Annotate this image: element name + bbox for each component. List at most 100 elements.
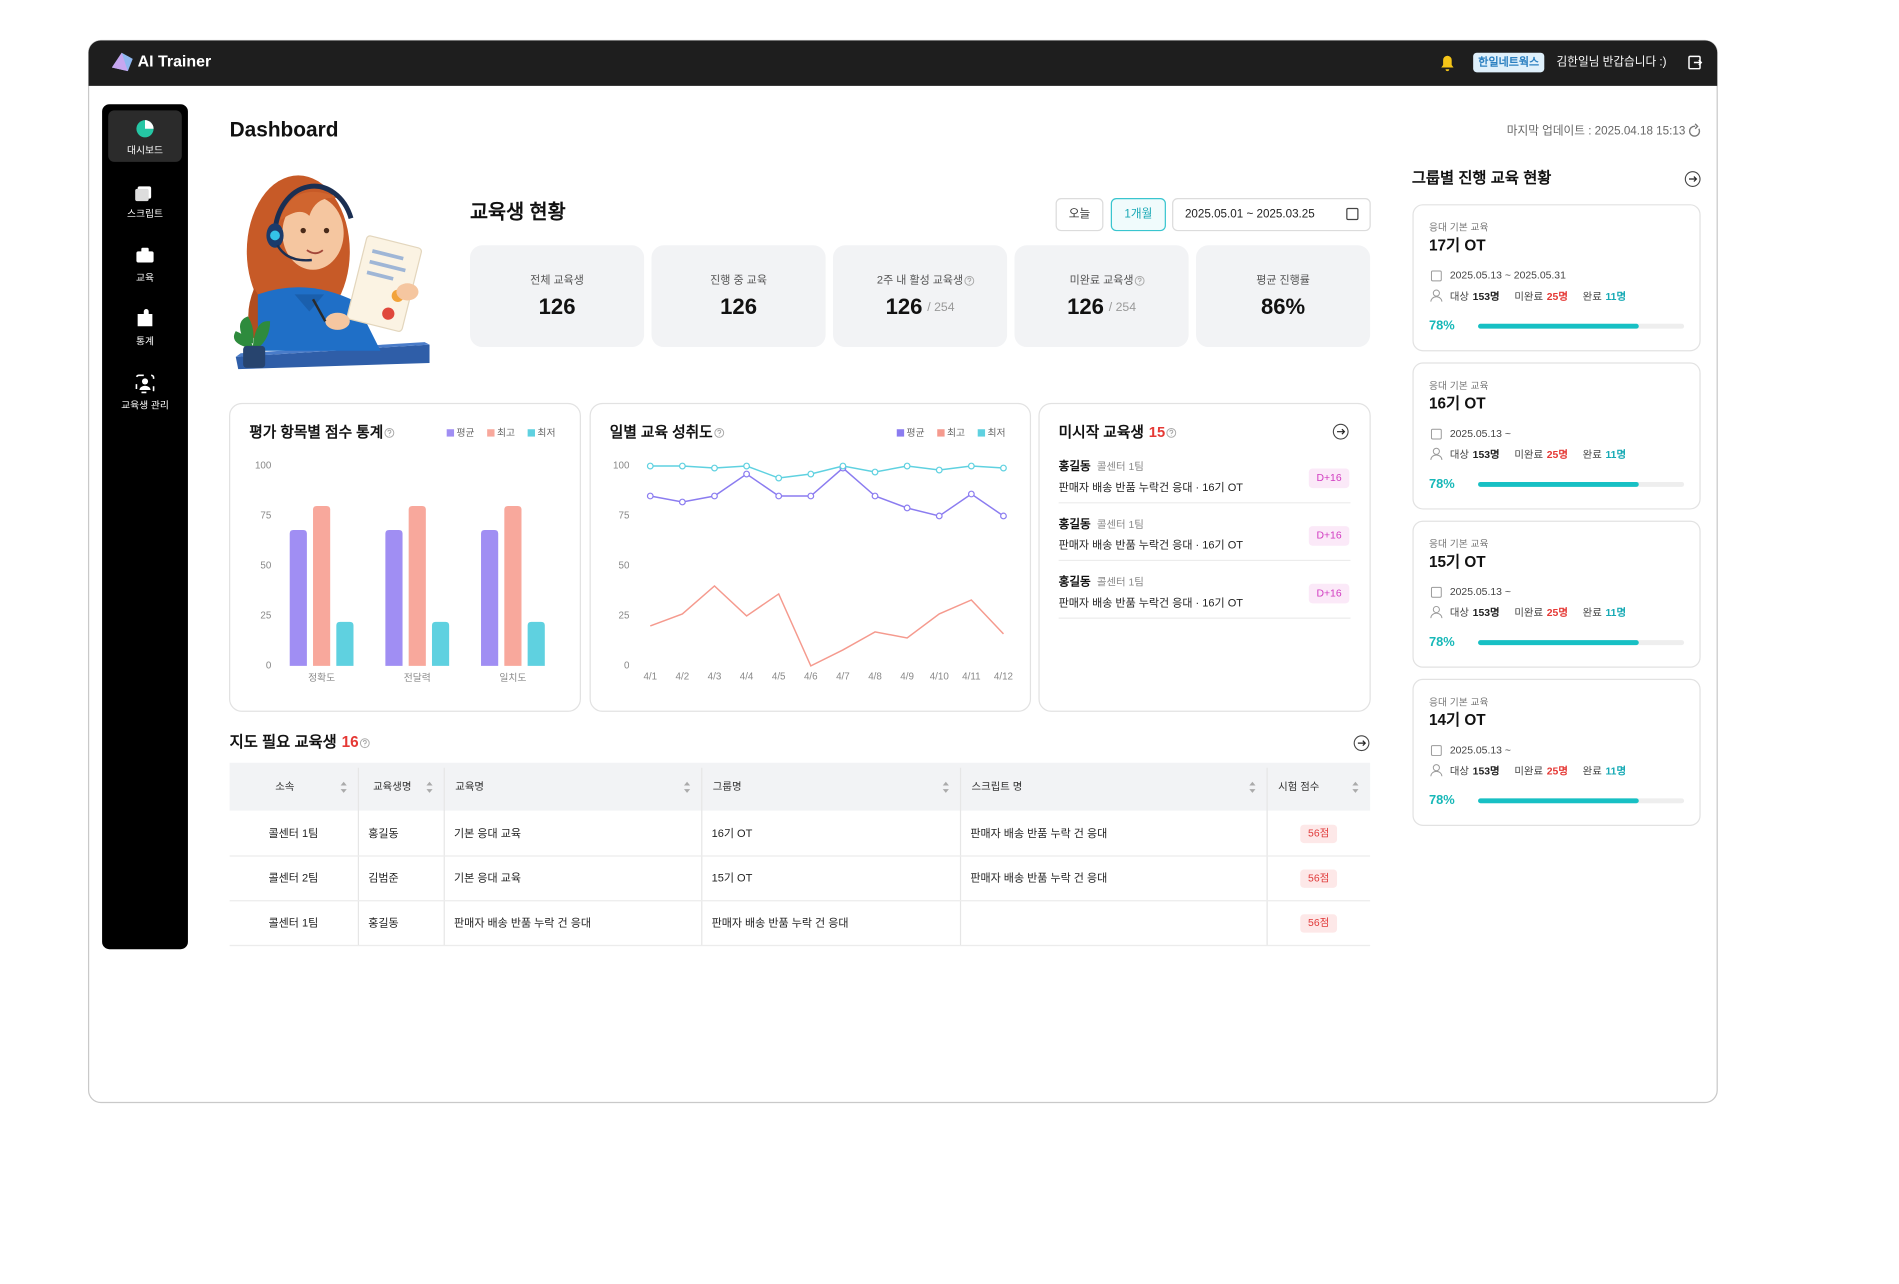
- group-name: 17기 OT: [1429, 238, 1486, 255]
- student-desc: 판매자 배송 반품 누락건 응대 · 16기 OT: [1059, 596, 1244, 609]
- group-stats: 대상 153명 미완료 25명 완료 11명: [1450, 606, 1626, 619]
- person-icon: [1430, 296, 1443, 302]
- stat-card: [1195, 245, 1371, 348]
- stat-total: / 254: [1109, 300, 1136, 314]
- line-point: [903, 462, 911, 470]
- student-team: 콜센터 1팀: [1097, 519, 1144, 531]
- arrow-icon: [1688, 176, 1698, 182]
- cell: 홍길동: [368, 826, 398, 840]
- group-card: [1412, 362, 1701, 510]
- stat-label: 완료: [1583, 448, 1603, 461]
- cell: 기본 응대 교육: [454, 872, 521, 885]
- page-title: Dashboard: [230, 119, 339, 142]
- stat-value: 153명: [1473, 606, 1500, 619]
- filter-button[interactable]: [1055, 198, 1104, 232]
- stat-number: 126: [539, 294, 576, 319]
- bar: [527, 621, 545, 666]
- group-card: [1412, 678, 1701, 826]
- cell: 판매자 배송 반품 누락 건 응대: [970, 827, 1107, 840]
- column-header: 스크립트 명: [972, 780, 1023, 793]
- y-tick-label: 100: [255, 461, 272, 472]
- company-badge: [1473, 52, 1545, 73]
- student: 홍길동 콜센터 1팀: [1059, 575, 1144, 589]
- legend-label: 최고: [947, 427, 965, 439]
- line: [650, 467, 1004, 517]
- legend-label: 최저: [537, 427, 555, 439]
- student-team: 콜센터 1팀: [1097, 461, 1144, 473]
- section-title: 교육생 현황: [470, 201, 566, 224]
- cell: 기본 응대 교육: [454, 827, 521, 840]
- student-desc: 판매자 배송 반품 누락건 응대 · 16기 OT: [1059, 539, 1244, 552]
- stat-value: 153명: [1473, 448, 1500, 461]
- line: [650, 465, 1004, 479]
- legend-swatch: [937, 429, 945, 437]
- sort-icon[interactable]: [942, 781, 949, 793]
- y-tick-label: 0: [266, 661, 272, 672]
- group-card: [1412, 204, 1701, 352]
- legend-label: 평균: [907, 427, 925, 439]
- stat-label: 미완료: [1514, 764, 1543, 777]
- refresh-icon[interactable]: [1688, 123, 1701, 137]
- line-point: [646, 462, 654, 470]
- line-point: [711, 492, 718, 500]
- student: 홍길동 콜센터 1팀: [1059, 517, 1144, 531]
- filter-label: 1개월: [1124, 208, 1152, 221]
- x-tick-label: 4/9: [900, 672, 914, 683]
- line-point: [967, 462, 975, 470]
- x-tick-label: 4/2: [676, 672, 690, 683]
- badge-label: D+16: [1316, 473, 1341, 484]
- logout-icon[interactable]: [1688, 55, 1703, 70]
- filter-button[interactable]: [1110, 198, 1166, 232]
- table-title-text: 지도 필요 교육생: [230, 733, 337, 751]
- line-point: [935, 512, 943, 520]
- group-category: 응대 기본 교육: [1429, 222, 1489, 234]
- sort-icon[interactable]: [426, 781, 433, 793]
- column-header: 시험 점수: [1278, 781, 1320, 793]
- sort-icon[interactable]: [1352, 781, 1359, 793]
- stat-value: 11명: [1605, 290, 1626, 303]
- sidebar: [102, 104, 188, 950]
- stat-value: 11명: [1605, 764, 1626, 777]
- sidebar-item[interactable]: 스크립트: [127, 207, 163, 220]
- stat-value: 153명: [1473, 764, 1500, 777]
- chart-title: 일별 교육 성취도: [610, 423, 713, 441]
- sidebar-item[interactable]: 교육: [136, 272, 154, 284]
- date-picker[interactable]: [1172, 198, 1371, 232]
- y-tick-label: 75: [619, 511, 630, 522]
- sort-icon[interactable]: [683, 781, 691, 793]
- arrow-icon: [1357, 740, 1367, 747]
- column-header: 교육생명: [373, 781, 411, 793]
- help-icon: [359, 738, 370, 749]
- student-name: 홍길동: [1059, 575, 1091, 589]
- legend-swatch: [896, 429, 905, 437]
- person-icon: [1430, 612, 1443, 619]
- line-point: [1000, 512, 1007, 520]
- sidebar-item[interactable]: 대시보드: [127, 144, 163, 156]
- cell: 김범준: [368, 872, 398, 885]
- x-tick-label: 4/5: [772, 672, 786, 683]
- sort-icon[interactable]: [340, 781, 347, 793]
- student: 홍길동 콜센터 1팀: [1059, 459, 1144, 473]
- sort-icon[interactable]: [1249, 781, 1256, 793]
- y-tick-label: 75: [260, 511, 271, 522]
- cell: 콜센터 1팀: [269, 827, 319, 840]
- bell-icon[interactable]: [1441, 55, 1454, 72]
- progress-label: 78%: [1429, 792, 1455, 807]
- calendar-icon: [1430, 586, 1442, 598]
- bar: [313, 505, 331, 666]
- help-icon: [714, 427, 725, 438]
- line-point: [775, 474, 783, 482]
- student-name: 홍길동: [1059, 459, 1091, 473]
- cell: 56점: [1308, 917, 1329, 929]
- line-point: [678, 498, 686, 506]
- legend-swatch: [446, 429, 455, 437]
- sidebar-item[interactable]: 교육생 관리: [121, 400, 169, 412]
- help-icon-mark: [717, 429, 722, 436]
- x-tick-label: 정확도: [308, 672, 335, 684]
- line: [650, 584, 1004, 667]
- company: 한일네트웍스: [1478, 54, 1539, 68]
- help-icon: [1166, 427, 1177, 438]
- sidebar-item[interactable]: 통계: [136, 336, 154, 348]
- cell: 판매자 배송 반품 누락 건 응대: [970, 872, 1107, 885]
